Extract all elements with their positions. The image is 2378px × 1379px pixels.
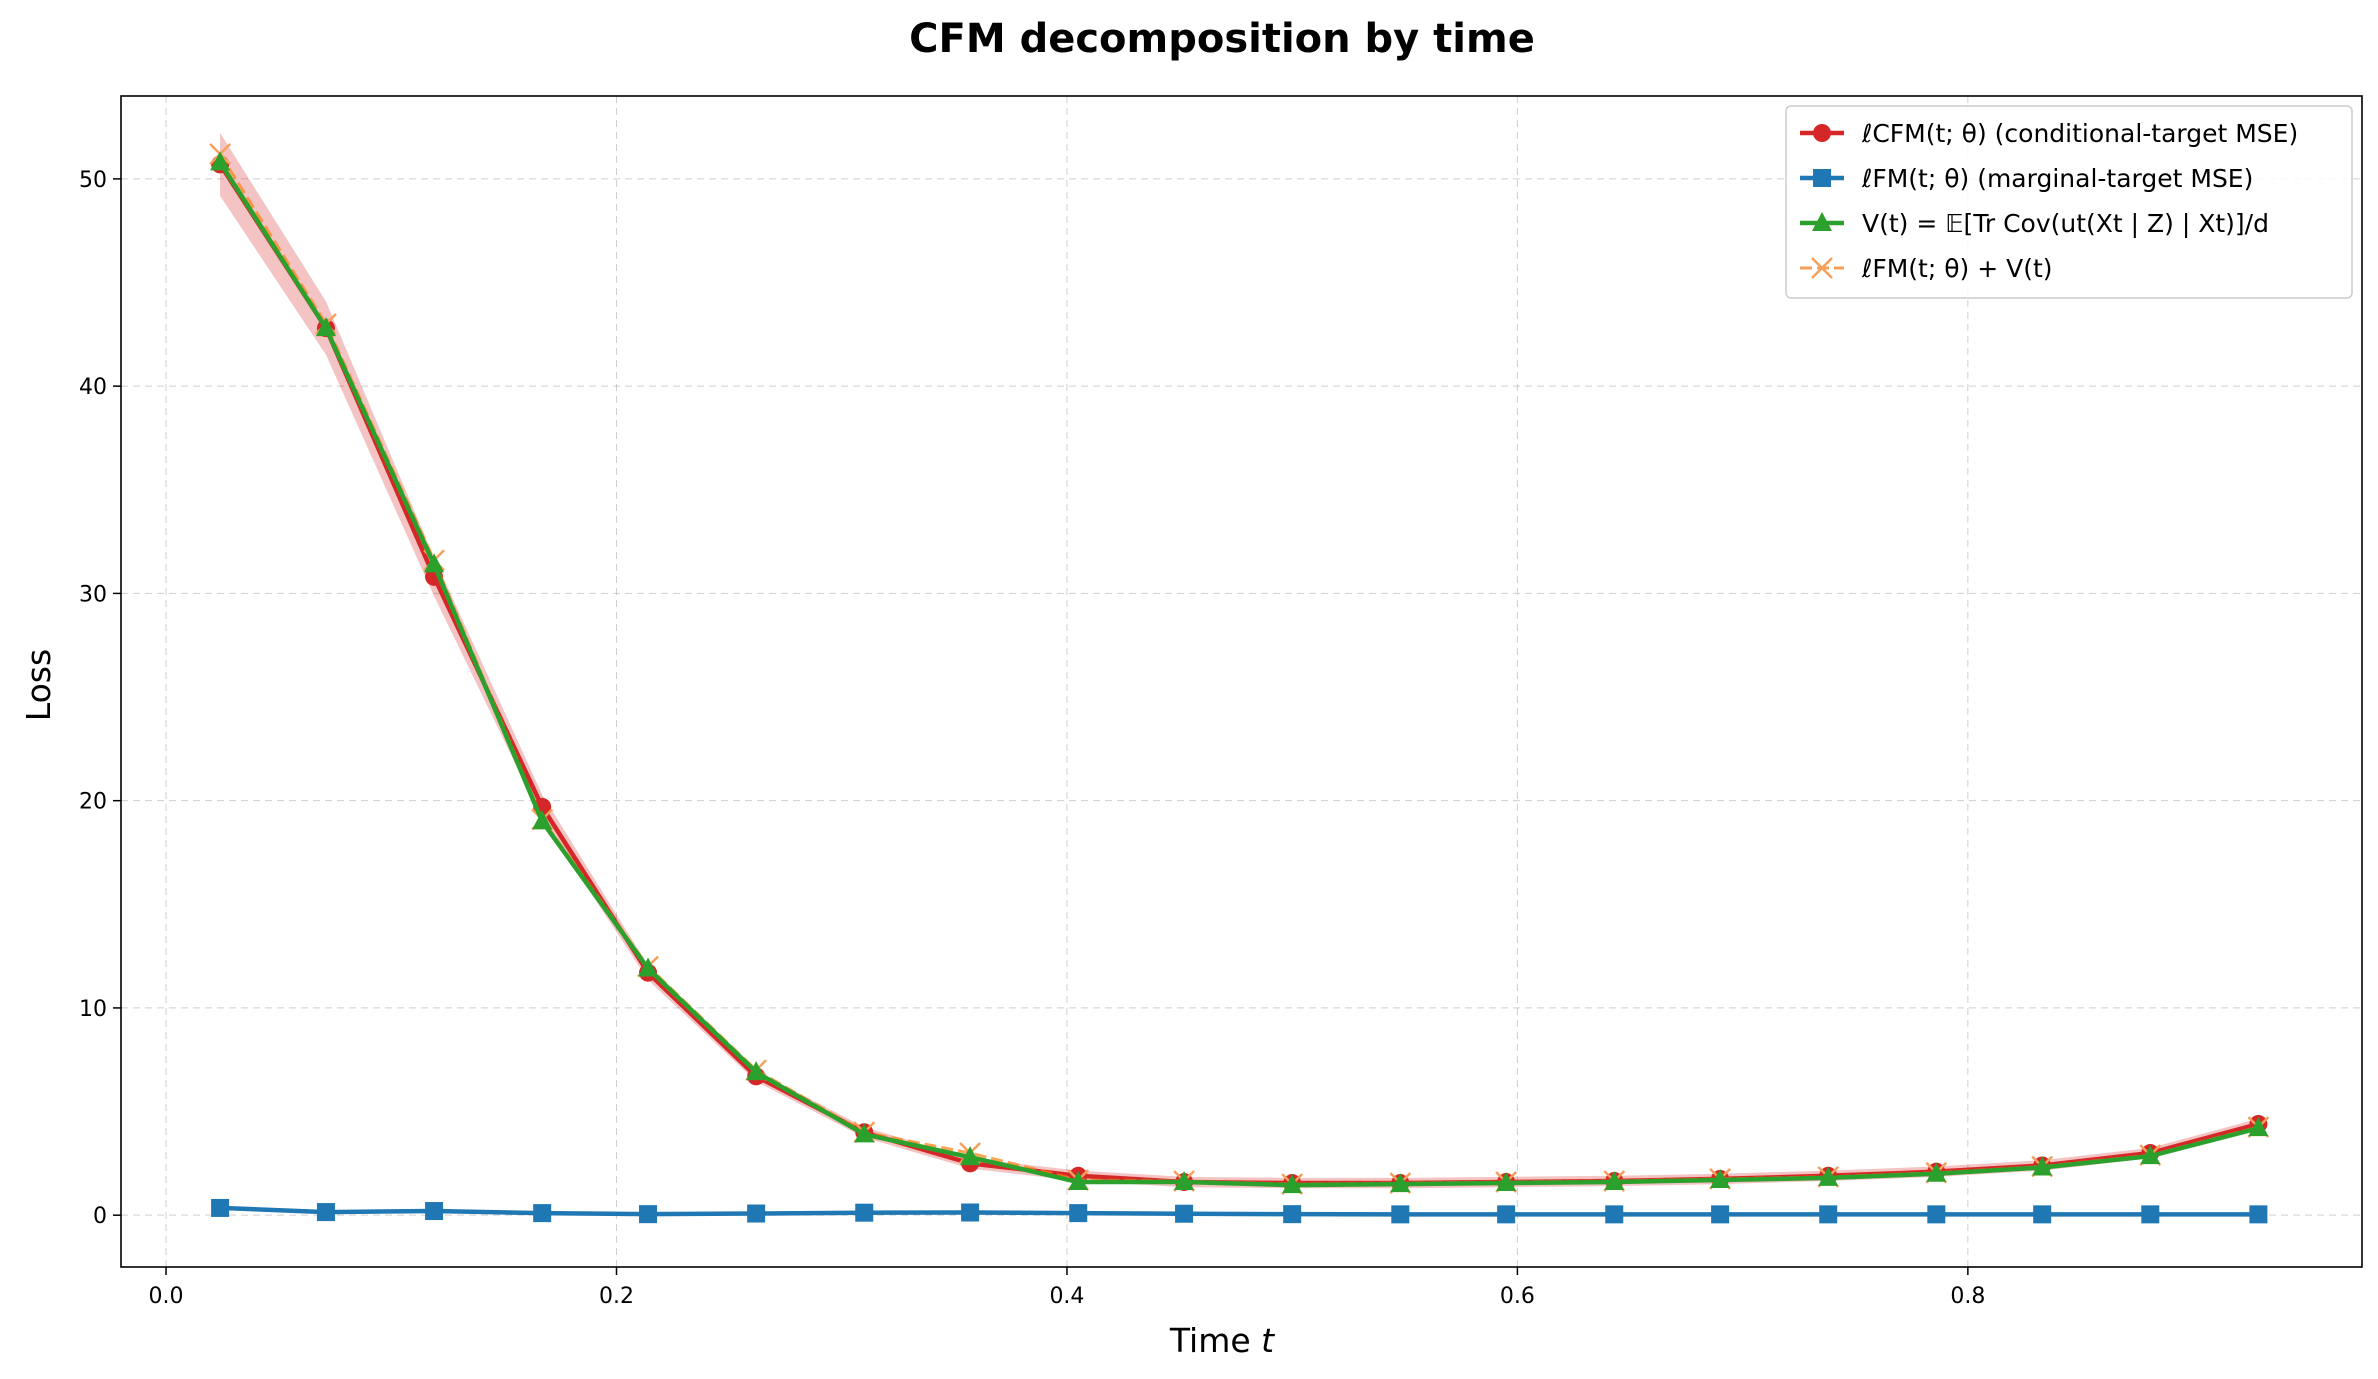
legend-swatch-marker-cfm <box>1813 124 1831 142</box>
series-variance <box>210 151 2269 1194</box>
data-point-variance <box>1818 1166 1839 1186</box>
data-point-fm <box>961 1203 980 1222</box>
x-tick-label: 0.4 <box>1049 1284 1084 1309</box>
x-axis-label-variable: t <box>1261 1321 1275 1360</box>
chart-title: CFM decomposition by time <box>909 16 1535 62</box>
data-point-fm <box>747 1204 766 1223</box>
data-point-fm <box>639 1205 658 1224</box>
legend-entry-fm: ℓFM(t; θ) (marginal-target MSE) <box>1861 164 2253 193</box>
data-point-variance <box>960 1146 981 1166</box>
data-point-fm <box>1283 1205 1302 1224</box>
y-tick-label: 40 <box>79 375 107 400</box>
data-point-variance <box>532 810 553 830</box>
data-point-variance <box>1604 1171 1625 1191</box>
data-point-fm <box>1819 1205 1838 1224</box>
data-point-variance <box>315 317 336 337</box>
data-point-fm <box>316 1203 335 1222</box>
series-line-cfm <box>218 163 2259 1186</box>
data-point-fm <box>1711 1205 1730 1224</box>
data-point-fm <box>1605 1205 1624 1224</box>
data-point-variance <box>854 1123 875 1143</box>
legend-swatch-marker-fm-plus-variance <box>1811 257 1833 279</box>
data-point-variance <box>1496 1172 1517 1192</box>
data-point-variance <box>638 957 659 977</box>
data-point-variance <box>2032 1156 2053 1176</box>
data-point-variance <box>210 151 231 171</box>
data-point-variance <box>1282 1174 1303 1194</box>
x-tick-label: 0.6 <box>1500 1284 1535 1309</box>
data-point-fm <box>1927 1205 1946 1224</box>
axis-ticks: 0.0 0.2 0.4 0.6 0.8 0 10 20 30 40 50 <box>79 168 1985 1309</box>
data-point-variance <box>1710 1168 1731 1188</box>
data-point-fm <box>2141 1205 2160 1224</box>
data-point-fm <box>2033 1205 2052 1224</box>
data-point-fm <box>1069 1204 1088 1223</box>
series-fm-plus-variance <box>209 143 2270 1195</box>
data-point-fm <box>1391 1205 1410 1224</box>
legend: ℓCFM(t; θ) (conditional-target MSE) ℓFM(t… <box>1785 105 2353 299</box>
data-point-variance <box>1390 1173 1411 1193</box>
y-tick-label: 10 <box>79 997 107 1022</box>
x-tick-label: 0.2 <box>599 1284 634 1309</box>
x-tick-label: 0.8 <box>1950 1284 1985 1309</box>
data-point-fm <box>1497 1205 1516 1224</box>
data-point-variance <box>1068 1171 1089 1191</box>
data-point-fm <box>2249 1205 2268 1224</box>
legend-swatch-marker-variance <box>1812 212 1832 231</box>
data-point-variance <box>1174 1171 1195 1191</box>
data-point-variance <box>1926 1162 1947 1182</box>
y-axis-label: Loss <box>19 649 58 721</box>
data-point-variance <box>746 1061 767 1081</box>
series-layer <box>209 143 2270 1224</box>
x-axis-label-text: Time <box>1169 1321 1261 1360</box>
data-point-fm <box>1175 1204 1194 1223</box>
data-point-fm <box>855 1203 874 1222</box>
series-fm <box>211 1198 2268 1224</box>
data-point-variance <box>424 553 445 573</box>
plot-area-frame <box>120 95 2363 1268</box>
x-tick-label: 0.0 <box>149 1284 184 1309</box>
x-axis-label: Time t <box>1169 1321 1275 1360</box>
y-tick-label: 30 <box>79 582 107 607</box>
grid <box>121 96 2362 1267</box>
series-line-variance <box>218 161 2259 1188</box>
y-tick-label: 20 <box>79 790 107 815</box>
series-line-fm <box>220 1205 2259 1217</box>
legend-swatch-marker-fm <box>1813 169 1831 187</box>
legend-entry-variance: V(t) = 𝔼[Tr Cov(ut(Xt | Z) | Xt)]/d <box>1862 209 2269 238</box>
data-point-fm <box>425 1202 444 1221</box>
legend-box <box>1785 105 2353 299</box>
legend-entry-fm-plus-variance: ℓFM(t; θ) + V(t) <box>1861 254 2053 283</box>
series-cfm <box>211 155 2268 1193</box>
data-point-variance <box>2140 1145 2161 1165</box>
legend-entry-cfm: ℓCFM(t; θ) (conditional-target MSE) <box>1861 119 2298 148</box>
data-point-fm <box>211 1198 230 1217</box>
data-point-variance <box>2248 1117 2269 1137</box>
y-tick-label: 50 <box>79 168 107 193</box>
series-line-fm-plus-variance <box>218 153 2259 1186</box>
y-tick-label: 0 <box>93 1204 107 1229</box>
data-point-fm <box>533 1204 552 1223</box>
x-marker-stroke <box>1811 257 1833 279</box>
